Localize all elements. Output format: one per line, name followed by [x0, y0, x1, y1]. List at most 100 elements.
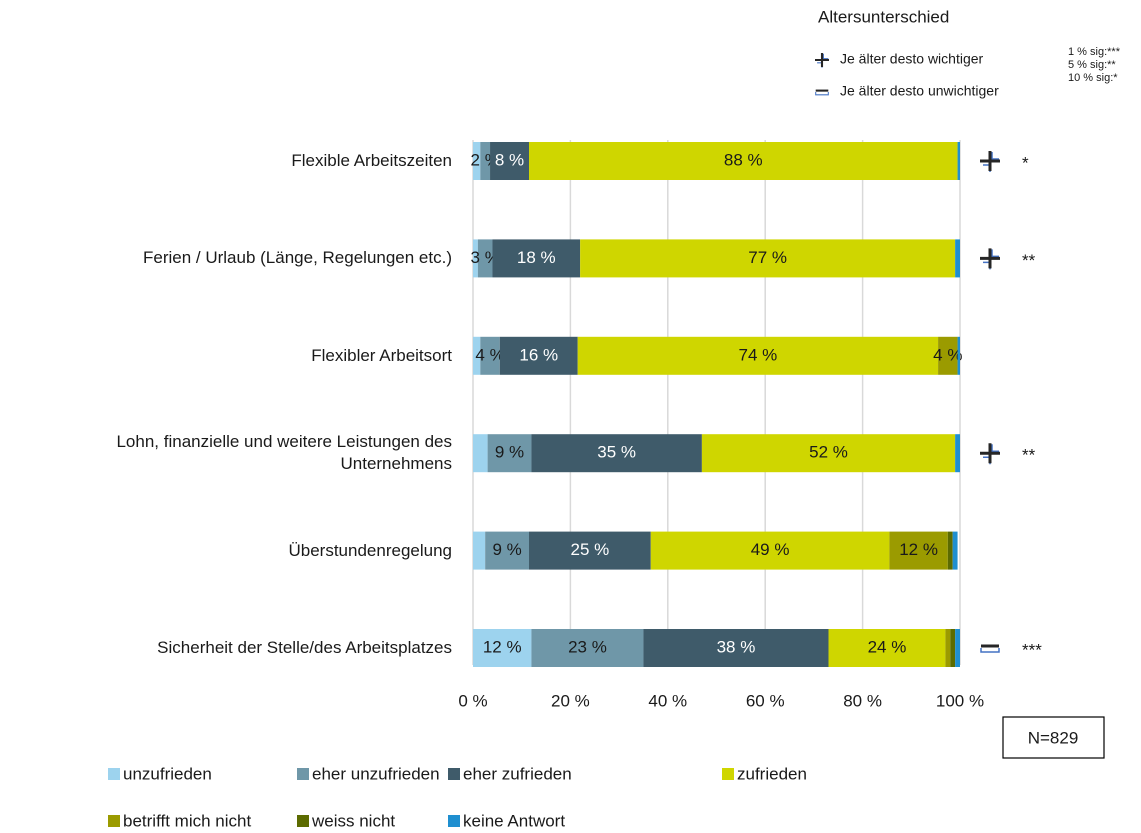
- legend-swatch: [108, 768, 120, 780]
- value-label: 35 %: [597, 443, 636, 462]
- minus-icon-outline: [815, 92, 829, 96]
- value-label: 38 %: [717, 637, 756, 656]
- significance-note: 1 % sig:***: [1068, 46, 1121, 58]
- value-label: 12 %: [899, 540, 938, 559]
- bar-segment: [473, 531, 486, 570]
- bar-segment: [531, 629, 644, 667]
- age-legend-label: Je älter desto unwichtiger: [840, 83, 999, 99]
- bar-segment: [577, 336, 939, 375]
- category-label: Lohn, finanzielle und weitere Leistungen…: [116, 432, 452, 474]
- bar-segment: [955, 629, 960, 667]
- legend-swatch: [297, 815, 309, 827]
- significance-note: 5 % sig:**: [1068, 59, 1116, 71]
- significance: *: [1022, 153, 1029, 172]
- value-label: 24 %: [868, 637, 907, 656]
- bar-segment: [938, 336, 958, 375]
- bar-segment: [480, 336, 500, 375]
- legend-label: betrifft mich nicht: [123, 811, 251, 830]
- bar-segment: [889, 531, 948, 570]
- bar-segment: [955, 239, 960, 278]
- bar-segment: [499, 336, 578, 375]
- value-label: 12 %: [483, 637, 522, 656]
- significance: **: [1022, 446, 1036, 465]
- x-tick-label: 60 %: [746, 691, 785, 710]
- bar-segment: [957, 336, 960, 375]
- bar-segment: [490, 142, 530, 180]
- bar-segment: [485, 531, 530, 570]
- category-label: Ferien / Urlaub (Länge, Regelungen etc.): [142, 248, 452, 268]
- legend-label: eher unzufrieden: [312, 764, 440, 783]
- value-label: 52 %: [809, 443, 848, 462]
- significance: ***: [1022, 640, 1042, 659]
- legend-label: eher zufrieden: [463, 764, 572, 783]
- legend-swatch: [722, 768, 734, 780]
- bar-segment: [955, 434, 960, 473]
- plus-icon: [980, 151, 1000, 171]
- age-legend-label: Je älter desto wichtiger: [840, 51, 984, 67]
- category-label: Flexibler Arbeitsort: [311, 345, 452, 365]
- value-label: 23 %: [568, 637, 607, 656]
- note-box: [1002, 716, 1105, 759]
- bar-segment: [477, 239, 493, 278]
- bar-segment: [492, 239, 581, 278]
- value-label: 4 %: [933, 345, 962, 364]
- bar-segment: [701, 434, 956, 473]
- legend-label: weiss nicht: [311, 811, 395, 830]
- bar-segment: [650, 531, 890, 570]
- legend-swatch: [297, 768, 309, 780]
- category-label: Überstundenregelung: [288, 540, 452, 560]
- legend-label: keine Antwort: [463, 811, 565, 830]
- value-label: 77 %: [748, 248, 787, 267]
- bar-segment: [950, 629, 956, 667]
- legend-label: unzufrieden: [123, 764, 212, 783]
- value-label: 25 %: [571, 540, 610, 559]
- bar-segment: [952, 531, 958, 570]
- bar-segment: [957, 142, 960, 180]
- bar-segment: [945, 629, 951, 667]
- significance: **: [1022, 251, 1036, 270]
- x-tick-label: 0 %: [458, 691, 487, 710]
- legend-label: zufrieden: [737, 764, 807, 783]
- age-legend-title: Altersunterschied: [818, 7, 949, 26]
- bar-segment: [580, 239, 956, 278]
- bar-segment: [487, 434, 532, 473]
- bar-segment: [531, 434, 702, 473]
- bar-segment: [473, 629, 532, 667]
- x-tick-label: 20 %: [551, 691, 590, 710]
- value-label: 9 %: [495, 443, 524, 462]
- bar-segment: [529, 142, 958, 180]
- value-label: 8 %: [495, 150, 524, 169]
- minus-icon-outline: [980, 648, 1000, 653]
- plus-icon: [980, 248, 1000, 269]
- value-label: 9 %: [492, 540, 521, 559]
- bar-segment: [529, 531, 651, 570]
- bar-segment: [473, 336, 481, 375]
- bar-segment: [480, 142, 491, 180]
- legend-swatch: [108, 815, 120, 827]
- legend-swatch: [448, 768, 460, 780]
- bar-segment: [643, 629, 829, 667]
- plus-icon: [815, 53, 829, 67]
- x-tick-label: 40 %: [648, 691, 687, 710]
- bar-segment: [473, 434, 488, 473]
- value-label: 74 %: [739, 345, 778, 364]
- bar-segment: [473, 142, 481, 180]
- bar-segment: [947, 531, 953, 570]
- value-label: 49 %: [751, 540, 790, 559]
- x-tick-label: 100 %: [936, 691, 984, 710]
- value-label: 4 %: [475, 345, 504, 364]
- legend-swatch: [448, 815, 460, 827]
- value-label: 18 %: [517, 248, 556, 267]
- bar-segment: [828, 629, 946, 667]
- value-label: 88 %: [724, 150, 763, 169]
- x-tick-label: 80 %: [843, 691, 882, 710]
- category-label: Flexible Arbeitszeiten: [291, 151, 452, 170]
- category-label: Sicherheit der Stelle/des Arbeitsplatzes: [157, 638, 452, 657]
- value-label: 16 %: [519, 345, 558, 364]
- bar-segment: [473, 239, 478, 278]
- significance-note: 10 % sig:*: [1068, 72, 1118, 84]
- note: N=829: [1028, 728, 1079, 747]
- plus-icon: [980, 443, 1000, 464]
